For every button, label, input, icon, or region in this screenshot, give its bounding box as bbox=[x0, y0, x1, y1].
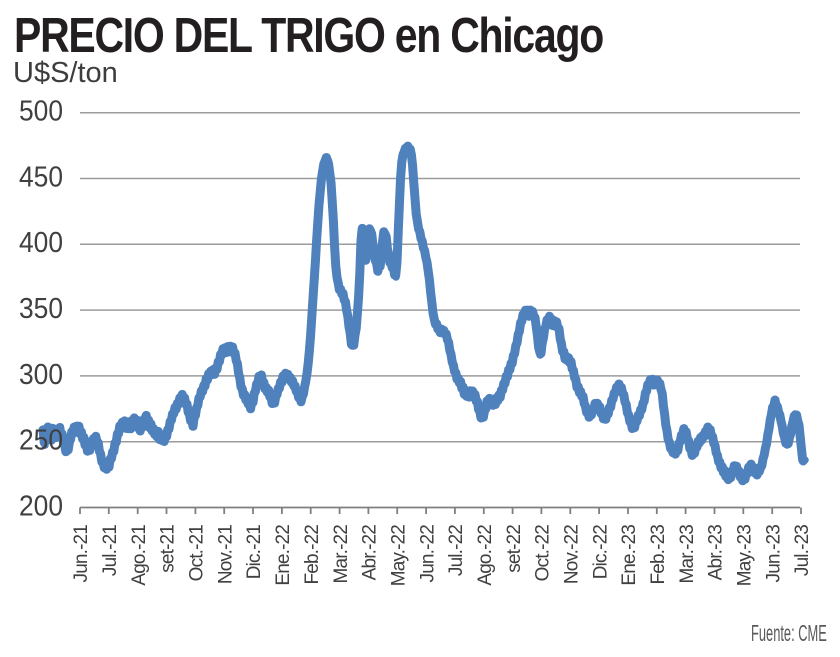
svg-text:Oct.-22: Oct.-22 bbox=[533, 525, 554, 582]
svg-text:Jul.-23: Jul.-23 bbox=[792, 525, 813, 576]
svg-text:Nov.-22: Nov.-22 bbox=[562, 525, 583, 584]
svg-text:Feb.-22: Feb.-22 bbox=[302, 525, 323, 585]
svg-text:500: 500 bbox=[19, 96, 63, 128]
svg-text:Dic.-22: Dic.-22 bbox=[590, 525, 611, 580]
svg-text:Abr.-23: Abr.-23 bbox=[706, 525, 727, 581]
svg-text:Feb.-23: Feb.-23 bbox=[648, 525, 669, 585]
svg-text:Mar.-23: Mar.-23 bbox=[677, 525, 698, 584]
svg-text:450: 450 bbox=[19, 161, 63, 193]
svg-text:350: 350 bbox=[19, 293, 63, 325]
svg-text:Nov.-21: Nov.-21 bbox=[215, 525, 236, 584]
svg-text:Ago.-22: Ago.-22 bbox=[475, 525, 496, 586]
svg-text:300: 300 bbox=[19, 359, 63, 391]
svg-text:250: 250 bbox=[19, 425, 63, 457]
svg-text:Ago.-21: Ago.-21 bbox=[129, 525, 150, 586]
svg-text:200: 200 bbox=[19, 490, 63, 522]
svg-text:Jul.-21: Jul.-21 bbox=[100, 525, 121, 576]
svg-text:May.-23: May.-23 bbox=[735, 525, 756, 587]
svg-text:May.-22: May.-22 bbox=[388, 525, 409, 587]
svg-text:Ene.-22: Ene.-22 bbox=[273, 525, 294, 586]
svg-text:Jul.-22: Jul.-22 bbox=[446, 525, 467, 576]
svg-text:set-22: set-22 bbox=[504, 525, 525, 573]
svg-text:Mar.-22: Mar.-22 bbox=[331, 525, 352, 584]
svg-text:400: 400 bbox=[19, 227, 63, 259]
svg-text:Jun.-22: Jun.-22 bbox=[417, 525, 438, 583]
svg-text:Jun.-23: Jun.-23 bbox=[763, 525, 784, 583]
svg-text:Dic.-21: Dic.-21 bbox=[244, 525, 265, 580]
svg-text:Ene.-23: Ene.-23 bbox=[619, 525, 640, 586]
svg-text:Oct.-21: Oct.-21 bbox=[187, 525, 208, 582]
svg-text:Abr.-22: Abr.-22 bbox=[360, 525, 381, 581]
svg-text:set-21: set-21 bbox=[158, 525, 179, 573]
svg-text:Jun.-21: Jun.-21 bbox=[71, 525, 92, 583]
